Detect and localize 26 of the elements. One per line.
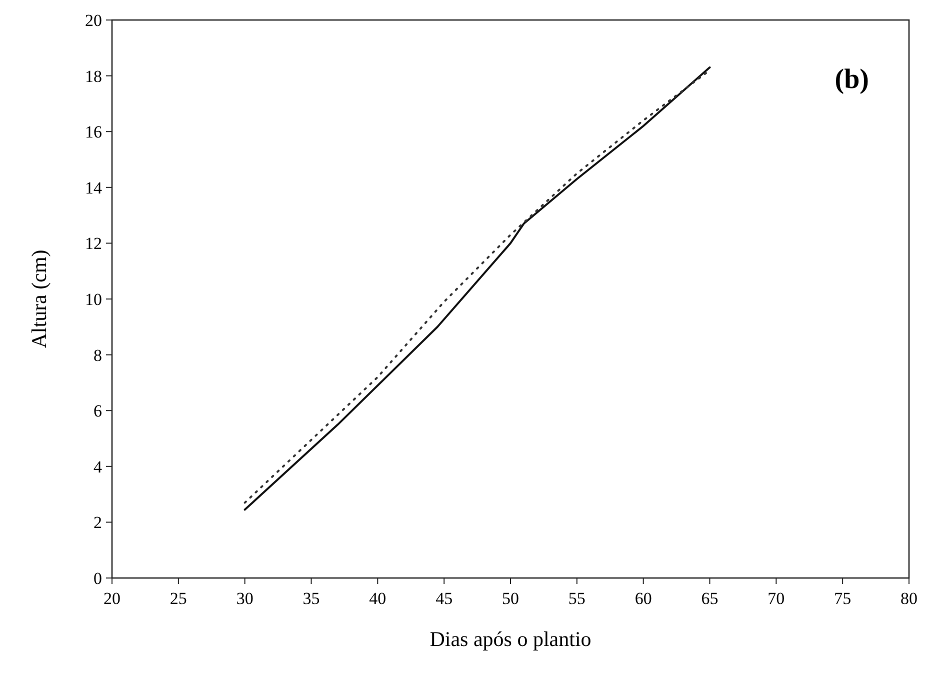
y-tick-label: 14 [85, 178, 102, 198]
y-tick-label: 2 [94, 513, 102, 532]
y-tick-label: 8 [94, 346, 102, 365]
x-tick-label: 75 [834, 589, 852, 608]
y-tick-label: 20 [85, 11, 102, 30]
y-axis-title: Altura (cm) [27, 250, 51, 348]
y-tick-label: 0 [94, 569, 102, 588]
y-tick-label: 6 [94, 402, 102, 421]
x-axis-title: Dias após o plantio [430, 627, 592, 651]
x-tick-label: 40 [369, 589, 386, 608]
x-tick-label: 55 [568, 589, 586, 608]
y-tick-label: 10 [85, 290, 102, 309]
x-tick-label: 35 [302, 589, 320, 608]
y-tick-label: 12 [85, 234, 102, 254]
x-tick-label: 50 [502, 589, 519, 608]
y-tick-label: 4 [94, 457, 102, 476]
x-tick-label: 25 [170, 589, 187, 608]
x-tick-label: 65 [701, 589, 718, 608]
x-tick-label: 60 [634, 589, 652, 608]
annotation: (b) [834, 64, 869, 95]
y-tick-label: 18 [85, 66, 102, 86]
x-tick-label: 30 [236, 589, 254, 608]
x-tick-label: 80 [900, 589, 918, 608]
y-tick-label: 16 [85, 122, 102, 142]
x-tick-label: 70 [768, 589, 785, 608]
x-tick-label: 45 [436, 589, 453, 608]
